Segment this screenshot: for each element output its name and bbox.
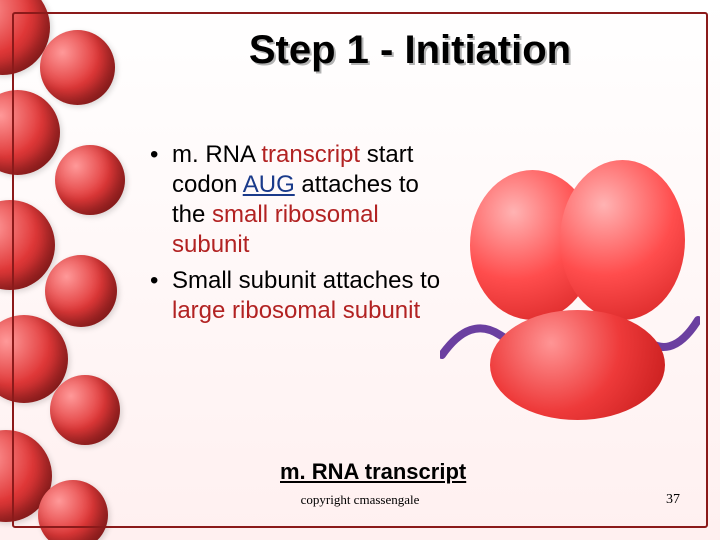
dna-sphere <box>38 480 108 540</box>
page-number: 37 <box>666 492 680 508</box>
ribosome-diagram <box>450 150 690 430</box>
keyword-transcript: transcript <box>261 141 360 168</box>
large-subunit-lobe-right <box>560 160 685 320</box>
dna-decoration <box>0 0 150 540</box>
small-ribosomal-subunit <box>490 310 665 420</box>
copyright-text: copyright cmassengale <box>0 492 720 508</box>
keyword-aug: AUG <box>243 171 295 198</box>
dna-sphere <box>45 255 117 327</box>
bullet-1-text-a: m. RNA <box>172 141 261 168</box>
dna-sphere <box>40 30 115 105</box>
slide: Step 1 - Initiation m. RNA transcript st… <box>0 0 720 540</box>
keyword-large-subunit: large ribosomal subunit <box>172 297 420 324</box>
dna-sphere <box>55 145 125 215</box>
bullet-2-text-a: Small subunit attaches to <box>172 267 440 294</box>
dna-sphere <box>50 375 120 445</box>
dna-sphere <box>0 90 60 175</box>
large-ribosomal-subunit <box>470 150 685 325</box>
bullet-2: Small subunit attaches to large ribosoma… <box>150 266 450 326</box>
mrna-label: m. RNA transcript <box>280 459 466 485</box>
body-content: m. RNA transcript start codon AUG attach… <box>150 140 450 332</box>
bullet-list: m. RNA transcript start codon AUG attach… <box>150 140 450 326</box>
slide-title: Step 1 - Initiation <box>130 28 690 73</box>
bullet-1: m. RNA transcript start codon AUG attach… <box>150 140 450 260</box>
